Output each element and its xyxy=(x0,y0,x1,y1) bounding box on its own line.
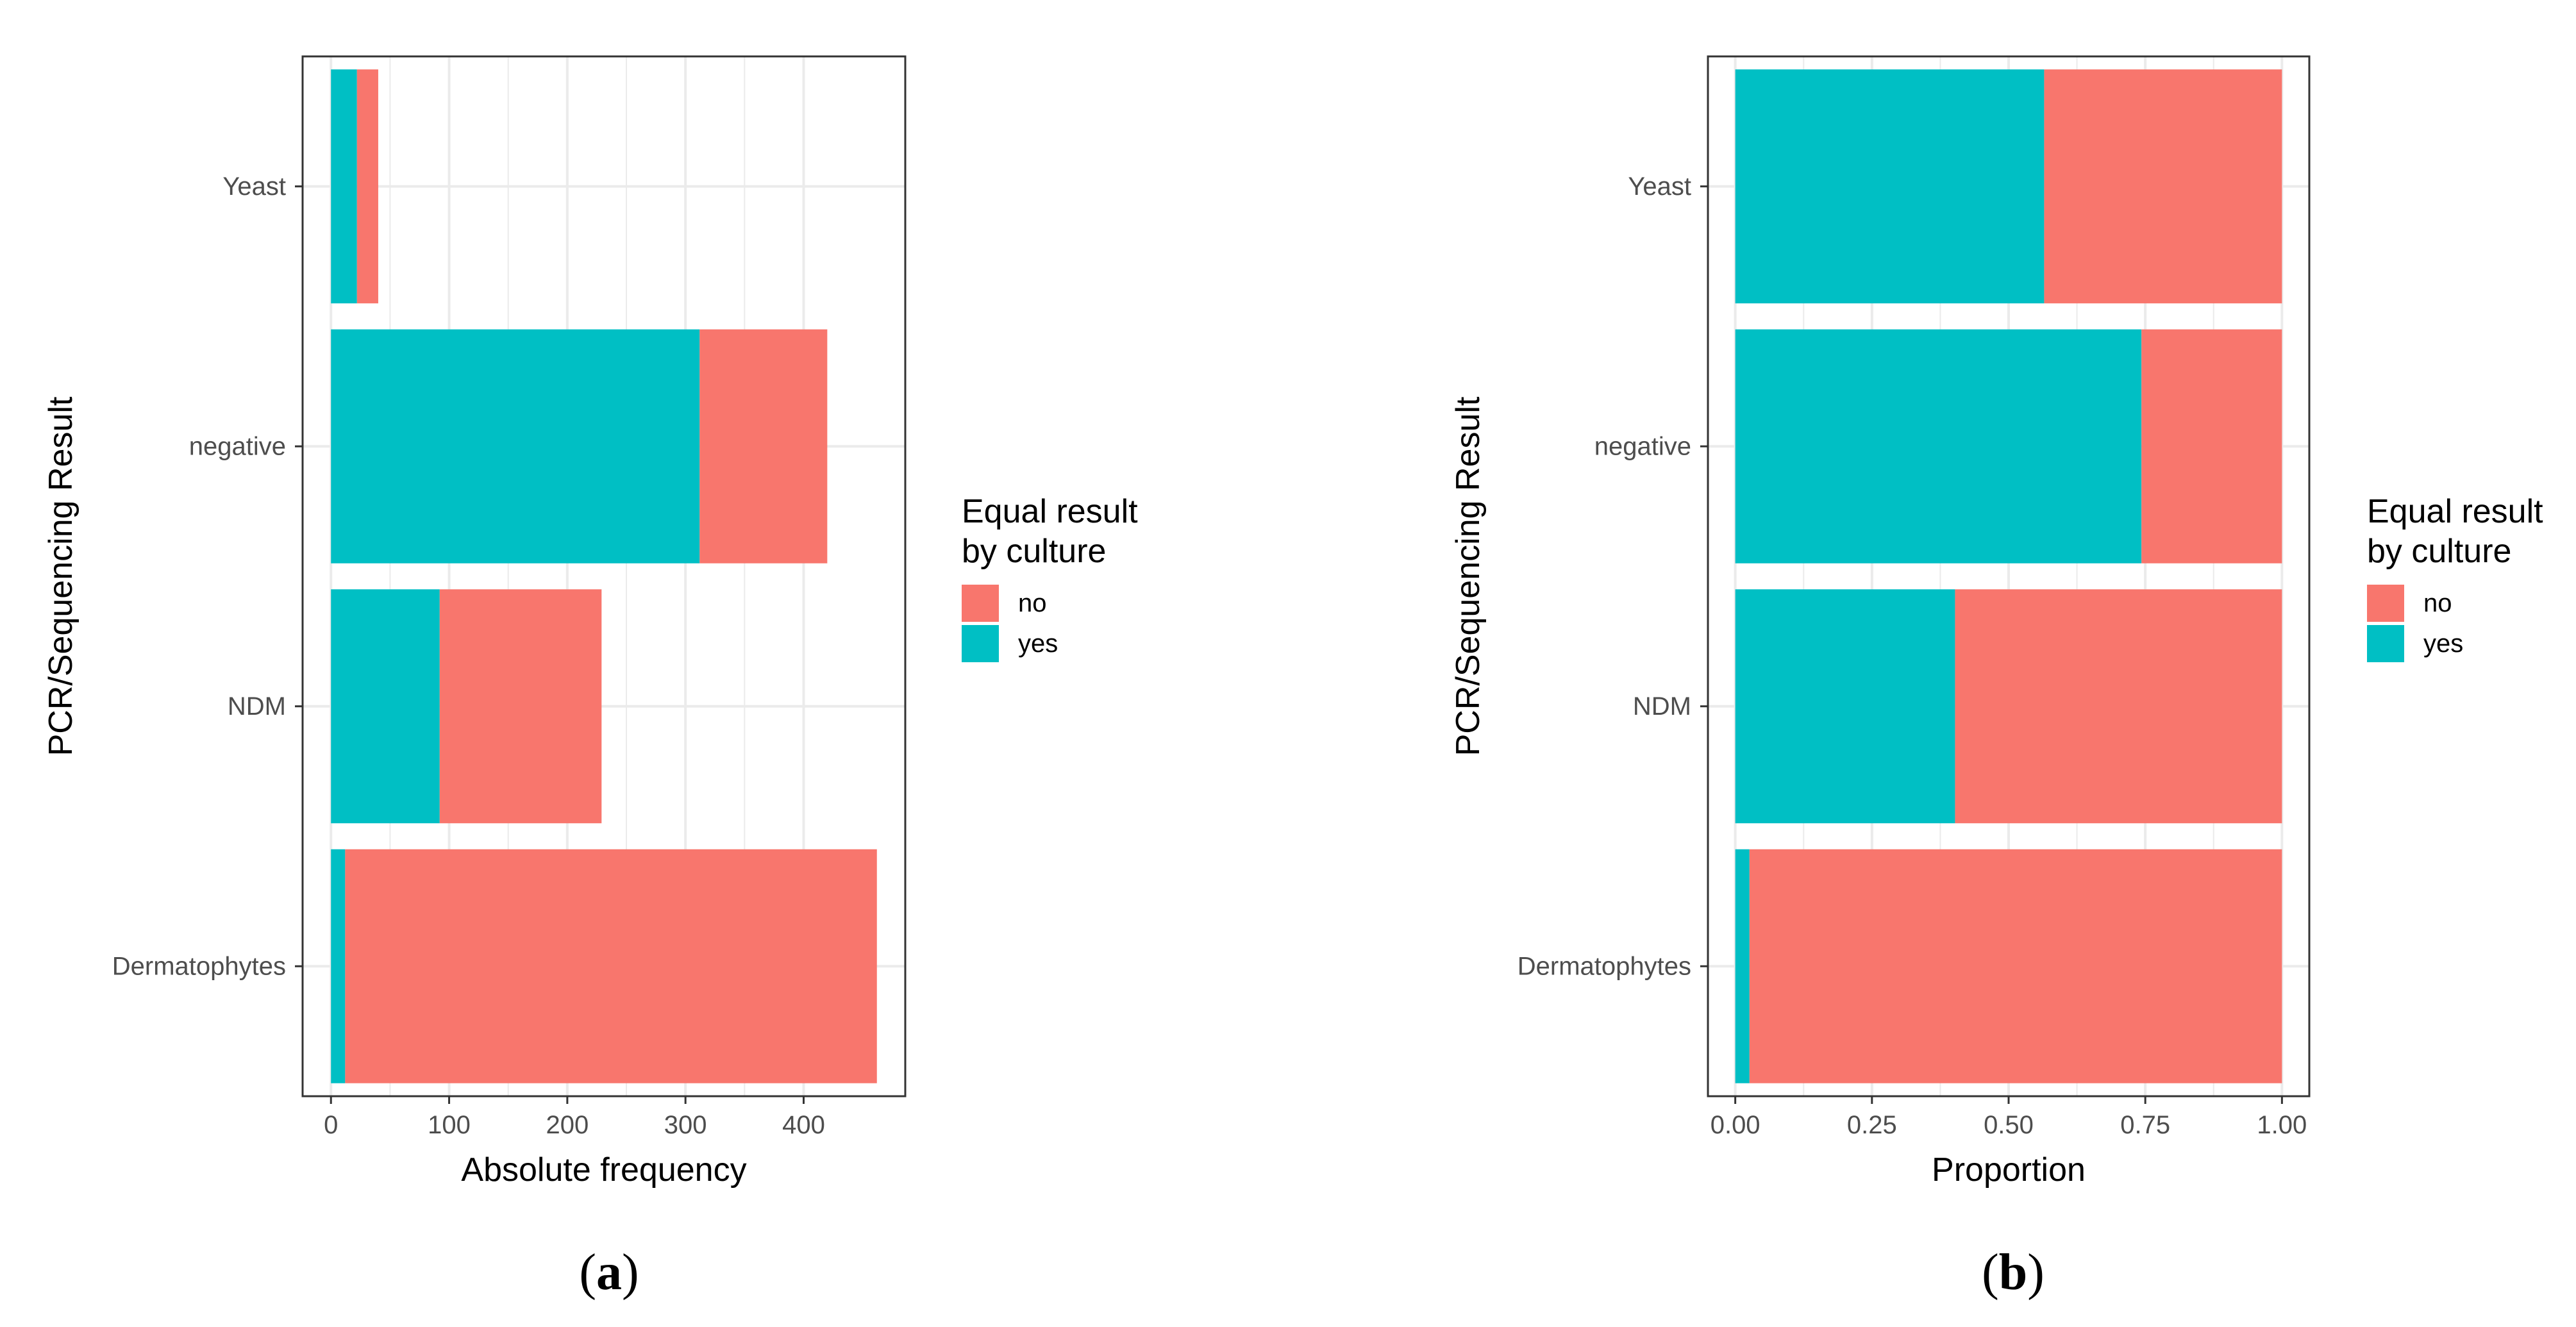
y-tick-label: NDM xyxy=(228,692,286,721)
y-tick-label: Dermatophytes xyxy=(112,952,286,980)
bar-yes-dermatophytes xyxy=(1735,849,1750,1083)
bar-no-negative xyxy=(699,329,828,563)
x-tick-label: 0 xyxy=(324,1111,338,1139)
x-tick-label: 0.75 xyxy=(2120,1111,2170,1139)
bar-no-ndm xyxy=(439,589,602,824)
x-tick-label: 100 xyxy=(428,1111,471,1139)
x-tick-label: 300 xyxy=(664,1111,707,1139)
x-tick-label: 0.50 xyxy=(1984,1111,2034,1139)
bar-yes-ndm xyxy=(1735,589,1955,824)
x-tick-label: 1.00 xyxy=(2257,1111,2307,1139)
legend-swatch-no xyxy=(2367,585,2404,622)
x-axis-title: Absolute frequency xyxy=(461,1151,746,1189)
legend-label-no: no xyxy=(2423,589,2452,617)
caption-a: (a) xyxy=(579,1244,639,1301)
legend-title: by culture xyxy=(2367,533,2511,570)
y-axis-title: PCR/Sequencing Result xyxy=(1450,396,1487,756)
bar-no-dermatophytes xyxy=(345,849,877,1083)
bar-yes-yeast xyxy=(1735,69,2045,304)
x-tick-label: 200 xyxy=(546,1111,589,1139)
bar-no-ndm xyxy=(1955,589,2282,824)
caption-a-letter: a xyxy=(596,1244,622,1301)
x-axis-title: Proportion xyxy=(1932,1151,2086,1189)
bar-yes-yeast xyxy=(331,69,357,304)
legend-swatch-yes xyxy=(962,625,999,662)
legend-label-no: no xyxy=(1018,589,1047,617)
bar-yes-negative xyxy=(331,329,700,563)
x-tick-label: 0.25 xyxy=(1847,1111,1897,1139)
legend-swatch-yes xyxy=(2367,625,2404,662)
bar-yes-negative xyxy=(1735,329,2142,563)
plot-border xyxy=(301,55,907,1097)
y-tick-label: negative xyxy=(1594,432,1691,460)
chart-panel-a: Yeast negative NDM Dermatophytes 0 100 200 300 4… xyxy=(42,55,1138,1189)
bar-yes-ndm xyxy=(331,589,440,824)
legend-swatch-no xyxy=(962,585,999,622)
y-tick-label: Yeast xyxy=(222,172,286,201)
chart-panel-b: Yeast negative NDM Dermatophytes 0.00 0.25 0.5… xyxy=(1450,55,2543,1189)
bar-no-dermatophytes xyxy=(1749,849,2282,1083)
bar-no-negative xyxy=(2141,329,2282,563)
caption-b: (b) xyxy=(1982,1244,2045,1301)
bar-no-yeast xyxy=(2044,69,2282,304)
x-tick-label: 400 xyxy=(782,1111,825,1139)
x-tick-label: 0.00 xyxy=(1710,1111,1761,1139)
y-tick-label: Dermatophytes xyxy=(1518,952,1691,980)
legend-title: Equal result xyxy=(2367,493,2543,530)
legend-title: by culture xyxy=(962,533,1106,570)
legend-label-yes: yes xyxy=(1018,630,1058,658)
y-tick-label: NDM xyxy=(1633,692,1691,721)
legend-label-yes: yes xyxy=(2423,630,2463,658)
bar-no-yeast xyxy=(356,69,378,304)
bar-yes-dermatophytes xyxy=(331,849,346,1083)
legend-title: Equal result xyxy=(962,493,1138,530)
y-tick-label: Yeast xyxy=(1628,172,1691,201)
y-axis-title: PCR/Sequencing Result xyxy=(42,396,79,756)
y-tick-label: negative xyxy=(189,432,286,460)
caption-b-letter: b xyxy=(1998,1244,2028,1301)
